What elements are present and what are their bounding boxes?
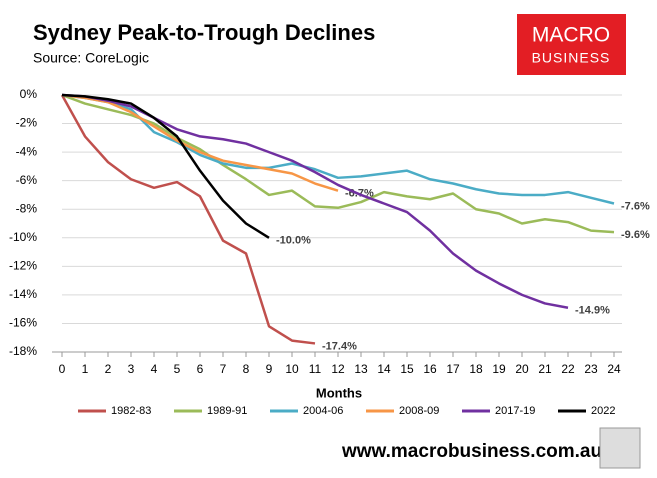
wolf-icon <box>599 427 641 469</box>
legend-label: 2008-09 <box>399 405 439 417</box>
x-tick-label: 9 <box>266 362 273 376</box>
x-tick-label: 1 <box>82 362 89 376</box>
x-tick-label: 11 <box>309 362 322 376</box>
x-tick-label: 17 <box>446 362 460 376</box>
x-tick-label: 6 <box>197 362 204 376</box>
x-tick-label: 19 <box>492 362 506 376</box>
legend-label: 2022 <box>591 405 615 417</box>
x-tick-label: 0 <box>59 362 66 376</box>
x-tick-label: 14 <box>377 362 391 376</box>
series-line <box>61 93 615 205</box>
x-tick-label: 21 <box>538 362 552 376</box>
x-axis-label: Months <box>316 385 362 400</box>
value-label: -7.6% <box>621 200 650 212</box>
series-line <box>61 93 270 239</box>
x-tick-label: 24 <box>607 362 621 376</box>
x-tick-label: 2 <box>105 362 112 376</box>
value-label: -10.0% <box>276 235 311 247</box>
value-label: -14.9% <box>575 305 610 317</box>
x-tick-label: 3 <box>128 362 135 376</box>
x-tick-label: 15 <box>400 362 414 376</box>
y-tick-label: -6% <box>16 173 38 187</box>
x-tick-label: 8 <box>243 362 250 376</box>
x-tick-label: 12 <box>331 362 345 376</box>
chart-subtitle: Source: CoreLogic <box>33 50 149 66</box>
chart-title: Sydney Peak-to-Trough Declines <box>33 20 375 45</box>
x-tick-label: 23 <box>584 362 598 376</box>
x-tick-label: 16 <box>423 362 437 376</box>
x-tick-label: 18 <box>469 362 483 376</box>
x-tick-label: 22 <box>561 362 575 376</box>
legend-label: 2004-06 <box>303 405 343 417</box>
legend-label: 1982-83 <box>111 405 151 417</box>
y-tick-label: -2% <box>16 116 38 130</box>
footer: www.macrobusiness.com.au <box>341 441 602 462</box>
series-line <box>60 94 316 345</box>
y-tick-label: -10% <box>9 230 37 244</box>
x-tick-label: 20 <box>515 362 529 376</box>
y-tick-label: -16% <box>9 316 37 330</box>
x-tick-label: 5 <box>174 362 181 376</box>
x-tick-label: 10 <box>285 362 299 376</box>
y-tick-label: 0% <box>20 87 38 101</box>
logo-text: BUSINESS <box>532 50 611 66</box>
series-line <box>61 93 615 234</box>
legend-label: 2017-19 <box>495 405 535 417</box>
y-tick-label: -4% <box>16 144 38 158</box>
x-tick-label: 13 <box>354 362 368 376</box>
x-tick-label: 7 <box>220 362 227 376</box>
x-tick-label: 4 <box>151 362 158 376</box>
y-tick-label: -18% <box>9 344 37 358</box>
logo-box <box>517 14 626 75</box>
value-label: -17.4% <box>322 340 357 352</box>
y-tick-label: -8% <box>16 201 38 215</box>
y-tick-label: -14% <box>9 287 37 301</box>
value-label: -9.6% <box>621 229 650 241</box>
series-line <box>61 93 339 192</box>
logo-text: MACRO <box>532 24 610 47</box>
y-tick-label: -12% <box>9 259 37 273</box>
legend-label: 1989-91 <box>207 405 247 417</box>
